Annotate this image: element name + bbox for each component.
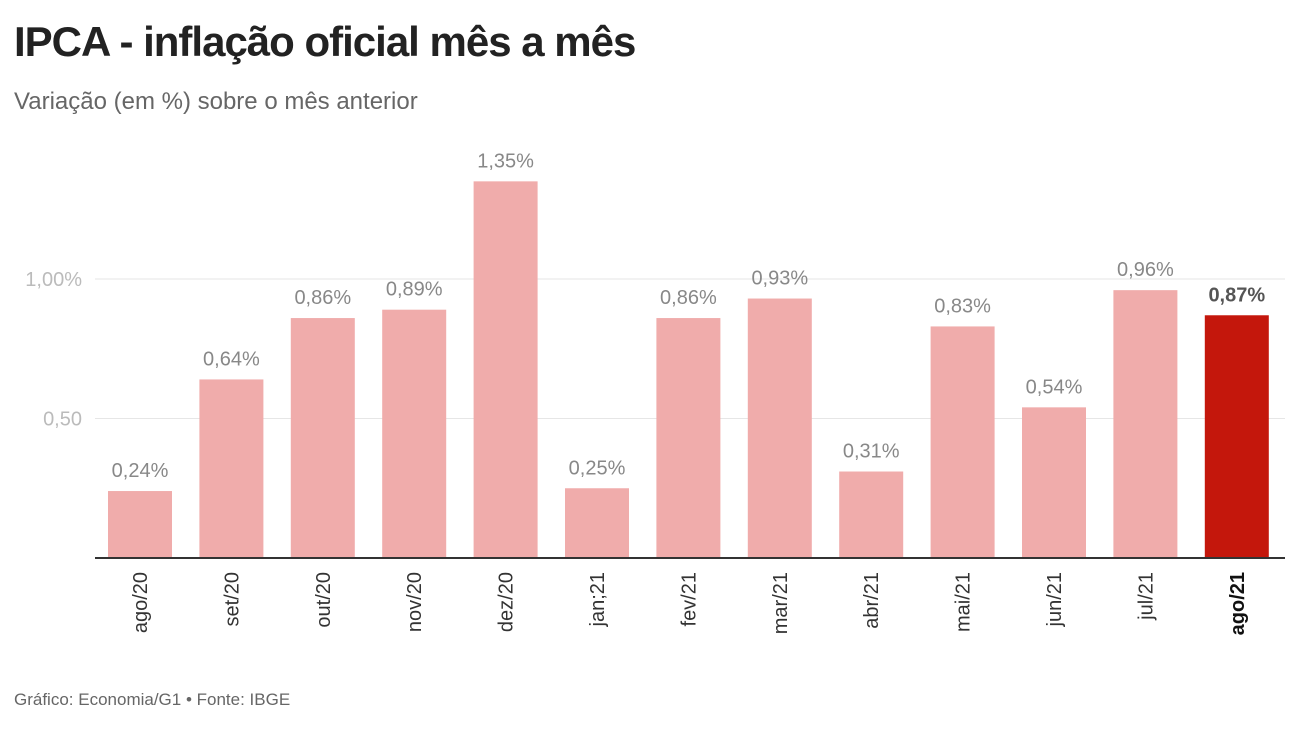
data-label: 0,31% bbox=[843, 441, 900, 463]
x-tick-label: ago/21 bbox=[1227, 572, 1249, 635]
chart-subtitle: Variação (em %) sobre o mês anterior bbox=[14, 88, 418, 115]
bar bbox=[656, 318, 721, 558]
data-label: 0,24% bbox=[112, 460, 169, 482]
data-label: 0,96% bbox=[1117, 259, 1174, 281]
x-tick-labels: ago/20 set/20 out/20 nov/20 dez/20 jan;21 fev/… bbox=[130, 572, 1249, 635]
bar bbox=[382, 309, 447, 558]
bar bbox=[108, 491, 172, 558]
bar bbox=[1204, 315, 1269, 558]
x-tick-label: out/20 bbox=[313, 572, 335, 628]
bar bbox=[199, 379, 264, 558]
x-tick-label: abr/21 bbox=[861, 572, 883, 629]
value-labels: 0,24% 0,64% 0,86% 0,89% 1,35% 0,25% 0,86% 0,93%… bbox=[112, 150, 1266, 482]
x-tick-label: set/20 bbox=[221, 572, 243, 626]
bar bbox=[473, 181, 538, 558]
data-label: 0,83% bbox=[934, 295, 991, 317]
x-tick-label: dez/20 bbox=[496, 572, 518, 632]
y-tick-label: 0,50 bbox=[43, 409, 82, 431]
chart-source: Gráfico: Economia/G1 • Fonte: IBGE bbox=[14, 690, 291, 709]
y-tick-label: 1,00% bbox=[25, 269, 82, 291]
bar bbox=[565, 488, 629, 558]
x-tick-label: jun/21 bbox=[1044, 572, 1066, 628]
bar bbox=[839, 471, 904, 558]
x-tick-label: mar/21 bbox=[770, 572, 792, 634]
data-label: 0,87% bbox=[1208, 284, 1265, 306]
bar bbox=[747, 298, 812, 558]
data-label: 0,89% bbox=[386, 279, 443, 301]
data-label: 1,35% bbox=[477, 150, 534, 172]
data-label: 0,93% bbox=[751, 268, 808, 290]
data-label: 0,25% bbox=[569, 457, 626, 479]
chart-title: IPCA - inflação oficial mês a mês bbox=[14, 18, 636, 65]
bar bbox=[1022, 407, 1086, 558]
x-tick-label: jan;21 bbox=[587, 572, 609, 628]
data-label: 0,54% bbox=[1026, 376, 1083, 398]
x-tick-label: jul/21 bbox=[1135, 572, 1157, 621]
bar bbox=[930, 326, 995, 558]
bars bbox=[108, 181, 1269, 558]
x-tick-label: ago/20 bbox=[130, 572, 152, 633]
x-tick-label: nov/20 bbox=[404, 572, 426, 632]
bar bbox=[290, 318, 355, 558]
data-label: 0,86% bbox=[660, 287, 717, 309]
data-label: 0,64% bbox=[203, 348, 260, 370]
bar bbox=[1113, 290, 1178, 558]
x-tick-label: fev/21 bbox=[678, 572, 700, 626]
x-tick-label: mai/21 bbox=[953, 572, 975, 632]
data-label: 0,86% bbox=[294, 287, 351, 309]
